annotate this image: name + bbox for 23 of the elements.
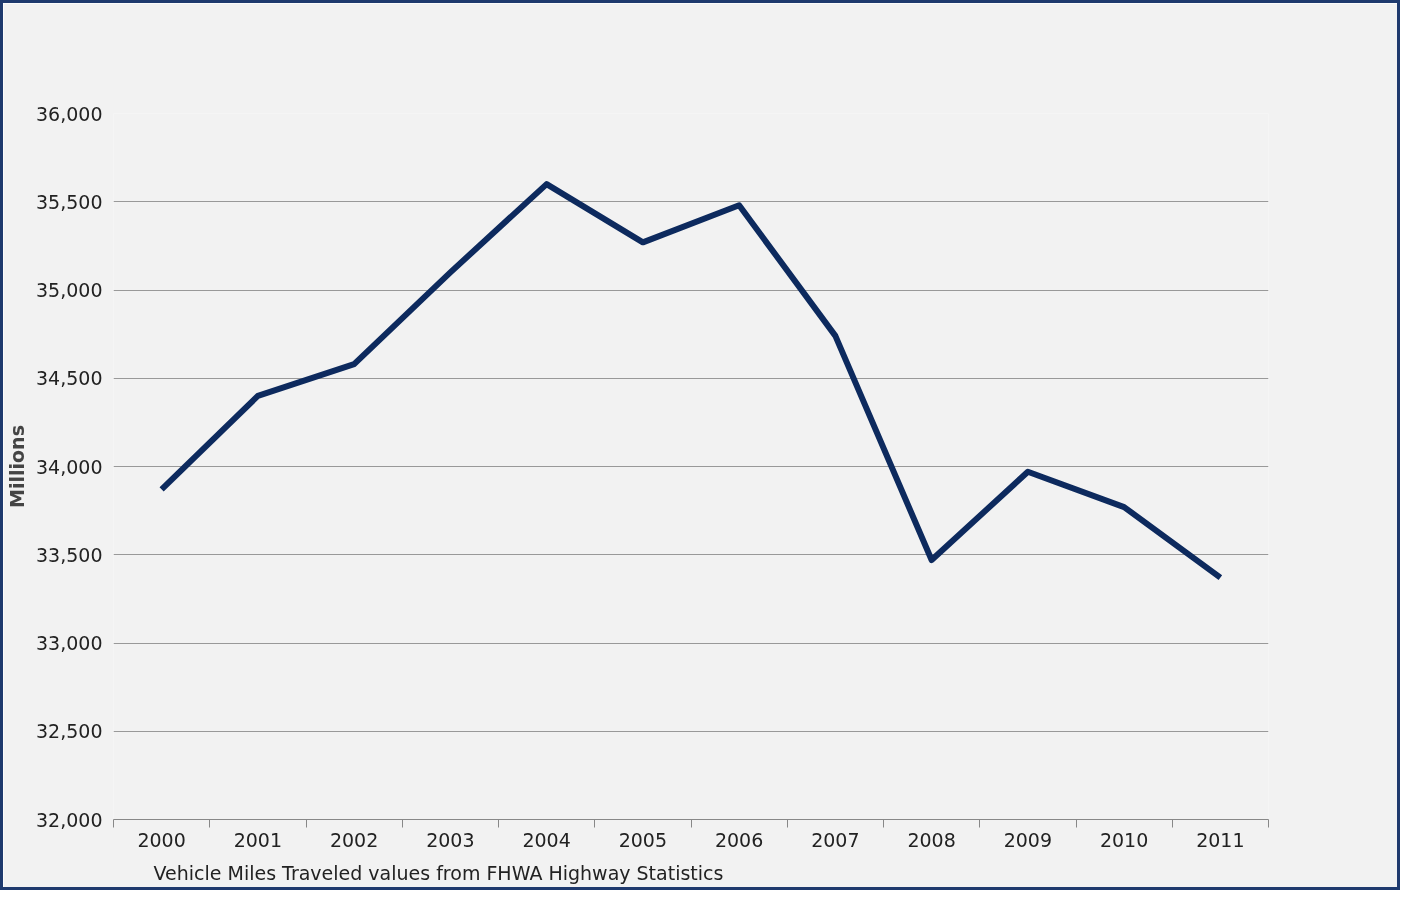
x-tick-label: 2009: [1003, 828, 1053, 851]
x-tick-label: 2001: [233, 828, 283, 851]
y-tick-label: 33,500: [36, 543, 103, 566]
y-tick-label: 34,500: [36, 367, 103, 390]
y-tick-label: 34,000: [36, 455, 103, 478]
x-tick-label: 2011: [1196, 828, 1245, 851]
y-tick-label: 36,000: [36, 102, 103, 125]
y-tick-label: 33,000: [36, 632, 103, 654]
x-tick-label: 2002: [329, 828, 379, 851]
y-axis-title: Millions: [6, 425, 29, 508]
text: Vehicle Miles Traveled values from FHWA Highway Statistics: [153, 861, 724, 884]
x-tick-label: 2003: [426, 828, 475, 851]
x-tick-label: 2006: [714, 828, 764, 851]
y-tick-label: 32,000: [36, 808, 103, 831]
x-tick-label: 2007: [811, 828, 860, 851]
x-tick-label: 2000: [137, 828, 186, 851]
x-tick-label: 2004: [522, 828, 571, 851]
y-tick-label: 32,500: [36, 720, 103, 743]
y-tick-label: 35,500: [36, 190, 103, 213]
x-tick-label: 2008: [907, 828, 956, 851]
x-tick-label: 2005: [618, 828, 668, 851]
x-tick-label: 2010: [1099, 828, 1149, 851]
y-tick-label: 35,000: [36, 279, 103, 301]
